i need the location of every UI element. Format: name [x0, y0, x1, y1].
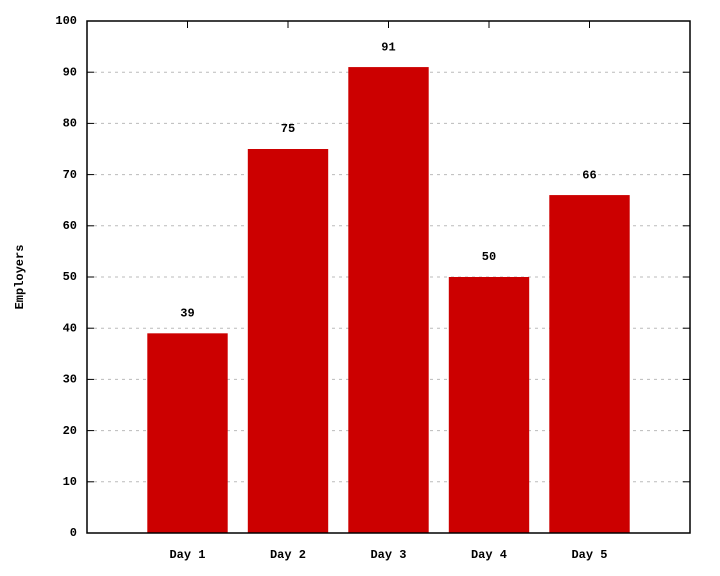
value-label: 75 [281, 122, 295, 136]
y-tick-label: 10 [63, 475, 77, 489]
y-tick-label: 30 [63, 373, 77, 387]
y-tick-label: 90 [63, 65, 77, 79]
x-tick-label: Day 2 [270, 548, 306, 562]
bar [549, 195, 630, 533]
bar [247, 149, 329, 533]
y-tick-label: 60 [63, 219, 77, 233]
y-tick-label: 0 [70, 526, 77, 540]
y-tick-label: 20 [63, 424, 77, 438]
x-tick-label: Day 4 [471, 548, 507, 562]
y-tick-label: 100 [55, 14, 77, 28]
plot-frame [86, 20, 691, 534]
x-tick-label: Day 3 [370, 548, 406, 562]
bar [448, 277, 530, 533]
bar [147, 333, 228, 533]
value-label: 39 [180, 306, 194, 320]
bar [348, 67, 429, 533]
y-tick-label: 40 [63, 321, 77, 335]
y-tick-label: 80 [63, 117, 77, 131]
x-tick-label: Day 5 [571, 548, 607, 562]
y-axis-label: Employers [13, 245, 27, 310]
x-tick-label: Day 1 [169, 548, 205, 562]
value-label: 66 [582, 168, 596, 182]
value-label: 91 [381, 40, 395, 54]
y-tick-label: 70 [63, 168, 77, 182]
y-tick-label: 50 [63, 270, 77, 284]
value-label: 50 [482, 250, 496, 264]
